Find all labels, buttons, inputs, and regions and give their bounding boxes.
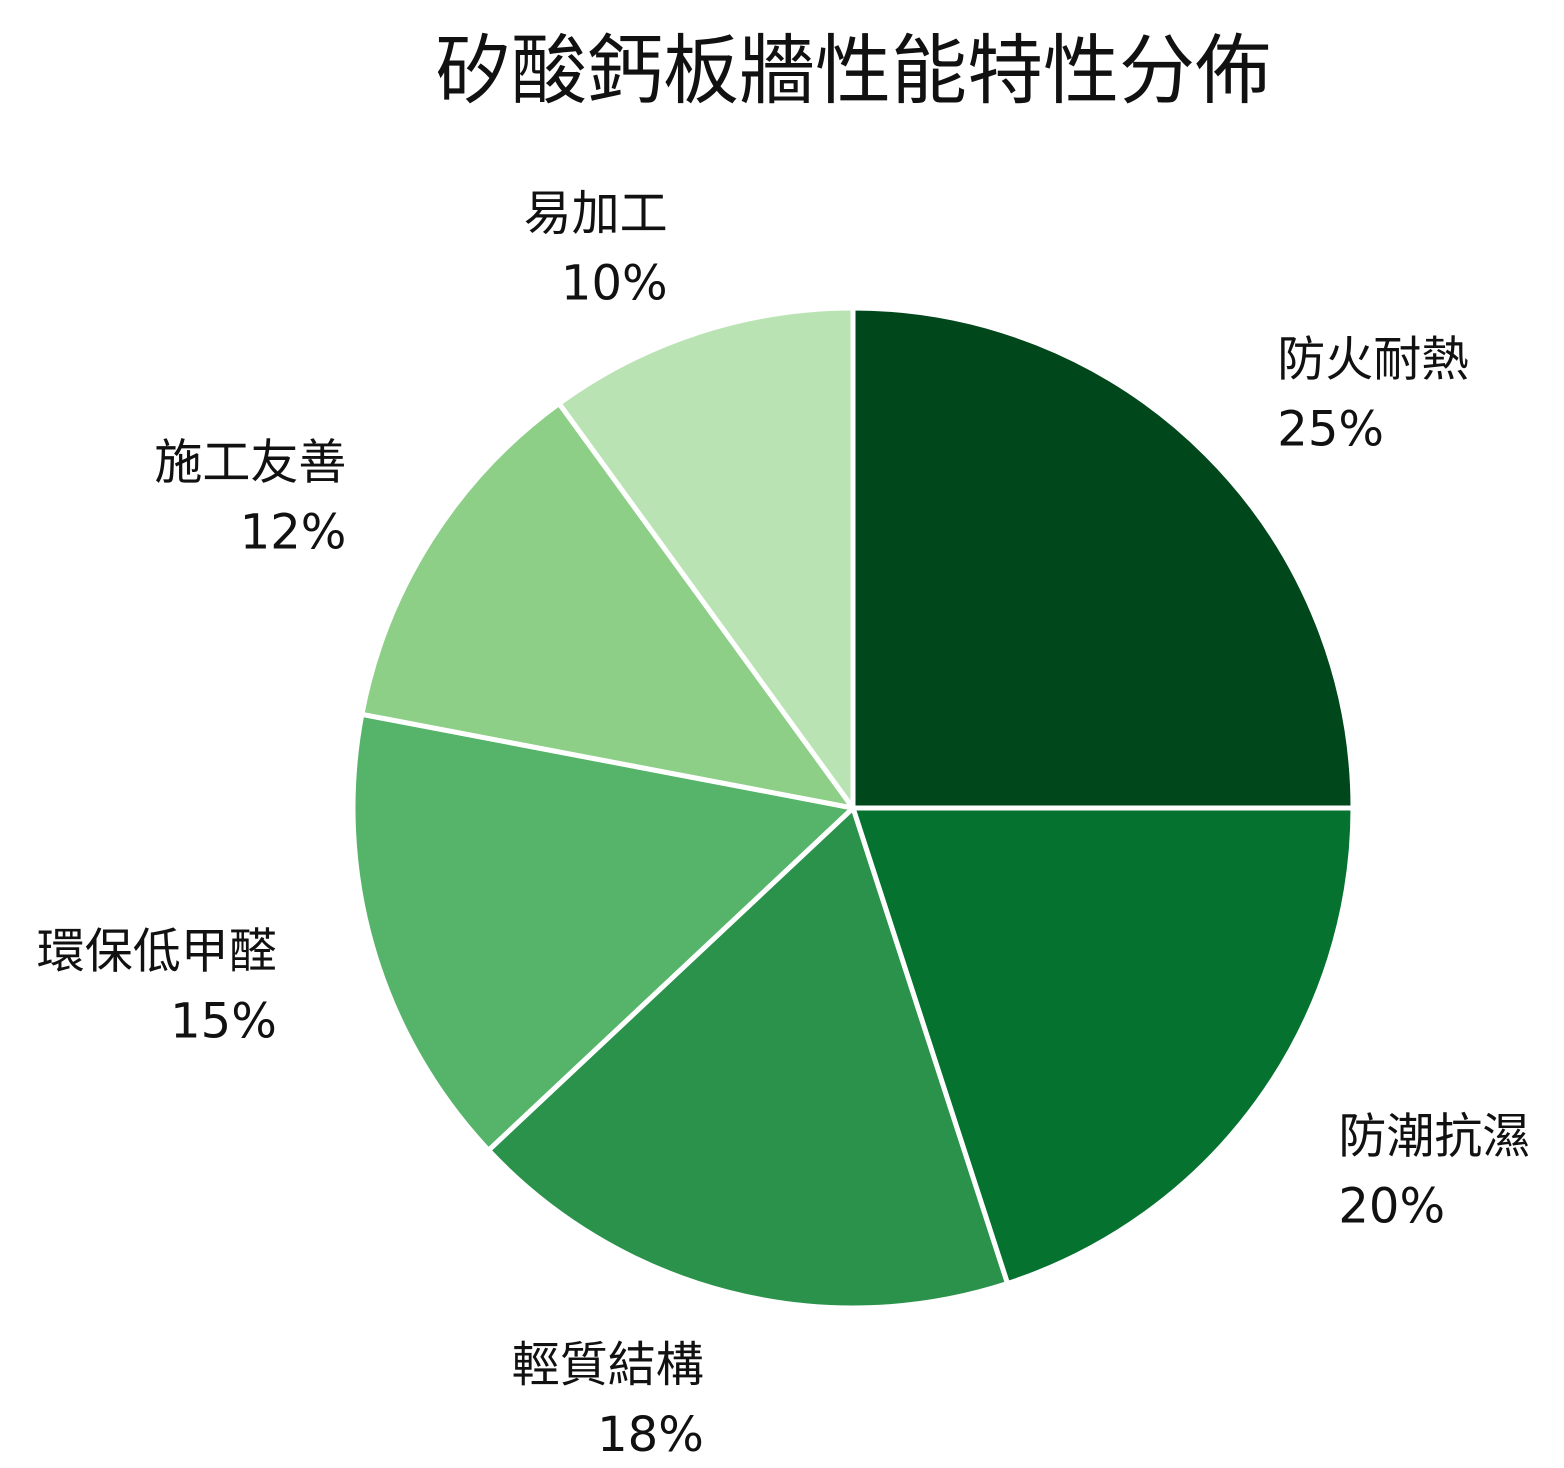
slice-percent-label: 20% [1338, 1179, 1445, 1235]
pie-slice [556, 305, 856, 811]
slice-label: 防火耐熱 [1277, 332, 1469, 388]
slice-percent-label: 25% [1277, 402, 1384, 458]
pie-slice [350, 711, 856, 1153]
slice-percent-label: 15% [170, 993, 277, 1049]
pie-slice [850, 305, 1356, 811]
chart-title: 矽酸鈣板牆性能特性分佈 [435, 26, 1271, 115]
slice-label: 施工友善 [154, 435, 346, 491]
slice-label: 環保低甲醛 [37, 923, 277, 979]
slice-label: 防潮抗濕 [1338, 1109, 1530, 1165]
slice-percent-label: 18% [597, 1407, 704, 1463]
slice-label: 輕質結構 [512, 1337, 704, 1393]
slice-percent-label: 12% [240, 505, 347, 561]
pie-slice [850, 805, 1356, 1287]
pie-slices [350, 305, 1356, 1311]
slice-label: 易加工 [524, 185, 668, 241]
pie-slice [486, 805, 1011, 1311]
slice-percent-label: 10% [561, 255, 668, 311]
pie-labels: 防火耐熱 25% 防潮抗濕 20% 輕質結構 18% 環保低甲醛 15% 施工友善 12% 易加工 1… [37, 185, 1531, 1463]
pie-slice [359, 400, 856, 811]
